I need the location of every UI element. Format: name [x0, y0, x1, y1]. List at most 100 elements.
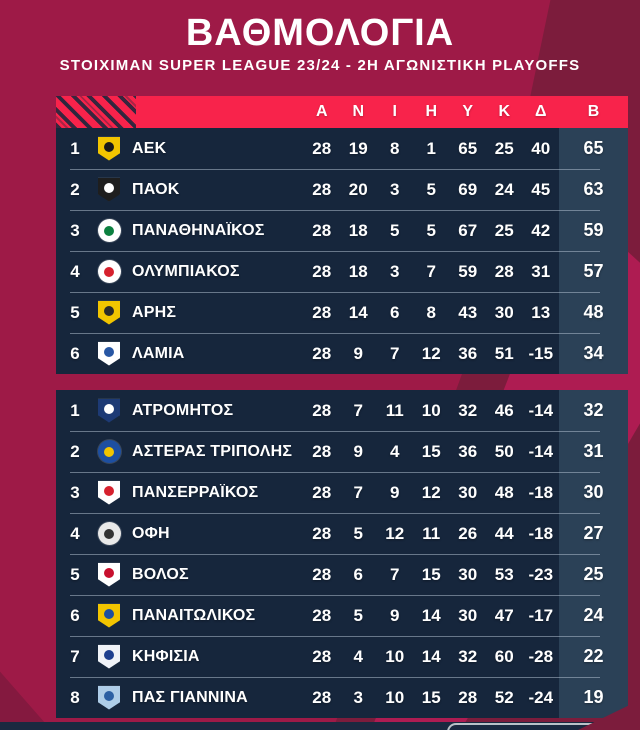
stat-value: 60: [494, 646, 514, 666]
team-crest-core: [104, 486, 114, 496]
zigzag-pattern-icon: [56, 96, 136, 128]
team-points: 27: [559, 513, 628, 554]
row-position: 5: [70, 564, 80, 584]
stat-value: 30: [458, 564, 478, 584]
stat-value: 28: [312, 441, 332, 461]
team-points: 31: [559, 431, 628, 472]
team-name: ΛΑΜΙΑ: [132, 344, 185, 362]
row-position: 7: [70, 646, 80, 666]
stat-value: 46: [494, 400, 514, 420]
stat-value: 7: [390, 343, 400, 363]
standings-panel-top-group: 1 ΑΕΚ 28 19 8 1 65 25 40 65 2 ΠΑΟΚ 28 20…: [56, 128, 628, 374]
stat-value: -14: [528, 441, 554, 461]
stat-value: 18: [348, 261, 368, 281]
team-crest-icon: [98, 644, 120, 669]
table-row: 4 ΟΦΗ 28 5 12 11 26 44 -18 27: [56, 512, 628, 554]
stat-value: 20: [348, 179, 368, 199]
team-crest-core: [104, 568, 114, 578]
team-crest-core: [104, 266, 114, 277]
stat-value: 69: [458, 179, 478, 199]
row-position: 2: [70, 179, 80, 199]
stat-value: 7: [353, 482, 363, 502]
stat-value: 52: [494, 687, 514, 707]
team-logo: [94, 251, 124, 292]
team-crest-core: [104, 650, 114, 660]
stat-value: 11: [422, 523, 441, 543]
team-logo: [94, 210, 124, 251]
stat-value: 31: [531, 261, 551, 281]
column-header-goals-for: Υ: [462, 103, 474, 120]
team-name: ΟΦΗ: [132, 524, 170, 542]
team-logo: [94, 595, 124, 636]
row-position: 3: [70, 220, 80, 240]
stat-value: 48: [494, 482, 514, 502]
stat-value: 7: [390, 564, 400, 584]
stat-value: 28: [494, 261, 514, 281]
table-row: 4 ΟΛΥΜΠΙΑΚΟΣ 28 18 3 7 59 28 31 57: [56, 250, 628, 292]
table-row: 1 ΑΕΚ 28 19 8 1 65 25 40 65: [56, 128, 628, 169]
stat-value: 28: [312, 564, 332, 584]
stat-value: 1: [426, 138, 436, 158]
team-crest-icon: [98, 562, 120, 587]
stat-value: 51: [494, 343, 514, 363]
row-position: 6: [70, 605, 80, 625]
stat-value: 40: [531, 138, 551, 158]
team-crest-core: [104, 404, 114, 414]
table-row: 2 ΑΣΤΕΡΑΣ ΤΡΙΠΟΛΗΣ 28 9 4 15 36 50 -14 3…: [56, 430, 628, 472]
stat-value: 67: [458, 220, 478, 240]
team-logo: [94, 431, 124, 472]
stat-value: -18: [528, 523, 554, 543]
stat-value: 5: [390, 220, 400, 240]
stat-value: 36: [458, 343, 478, 363]
column-header-points: Β: [587, 103, 600, 120]
stat-value: 28: [458, 687, 478, 707]
stat-value: 42: [531, 220, 551, 240]
stat-value: -24: [528, 687, 554, 707]
stat-value: 9: [390, 605, 400, 625]
footer-strip: [0, 722, 640, 730]
team-points: 19: [559, 677, 628, 718]
stat-value: 30: [494, 302, 514, 322]
team-crest-icon: [98, 603, 120, 628]
team-crest-icon: [97, 440, 121, 463]
team-logo: [94, 169, 124, 210]
team-points: 32: [559, 390, 628, 431]
row-position: 4: [70, 523, 80, 543]
table-row: 3 ΠΑΝΣΕΡΡΑΪΚΟΣ 28 7 9 12 30 48 -18 30: [56, 471, 628, 513]
stat-value: 32: [458, 646, 478, 666]
stat-value: 45: [531, 179, 551, 199]
team-logo: [94, 472, 124, 513]
stat-value: 15: [421, 441, 441, 461]
team-points: 59: [559, 210, 628, 251]
stat-value: 15: [421, 564, 441, 584]
stat-value: 8: [426, 302, 436, 322]
table-row: 5 ΑΡΗΣ 28 14 6 8 43 30 13 48: [56, 291, 628, 333]
team-logo: [94, 390, 124, 431]
stat-value: -28: [528, 646, 554, 666]
team-name: ΠΑΟΚ: [132, 180, 180, 198]
stat-value: 10: [421, 400, 441, 420]
team-name: ΑΣΤΕΡΑΣ ΤΡΙΠΟΛΗΣ: [132, 442, 293, 460]
column-header-goals-against: Κ: [498, 103, 511, 120]
column-header-difference: Δ: [535, 103, 547, 120]
column-header-matches: Α: [315, 103, 328, 120]
stat-value: 15: [421, 687, 441, 707]
team-crest-core: [104, 347, 114, 357]
team-logo: [94, 128, 124, 169]
stat-value: 4: [390, 441, 400, 461]
team-crest-icon: [98, 341, 120, 366]
stat-value: 14: [348, 302, 368, 322]
team-crest-icon: [97, 260, 121, 283]
team-logo: [94, 513, 124, 554]
stat-value: 6: [390, 302, 400, 322]
team-name: ΒΟΛΟΣ: [132, 565, 189, 583]
team-crest-icon: [97, 219, 121, 242]
team-crest-icon: [98, 136, 120, 161]
column-header-wins: Ν: [352, 103, 365, 120]
team-crest-core: [104, 528, 114, 539]
stat-value: 13: [531, 302, 551, 322]
team-name: ΠΑΝΣΕΡΡΑΪΚΟΣ: [132, 483, 259, 501]
stat-value: 43: [458, 302, 478, 322]
stat-value: 25: [494, 220, 514, 240]
team-logo: [94, 292, 124, 333]
